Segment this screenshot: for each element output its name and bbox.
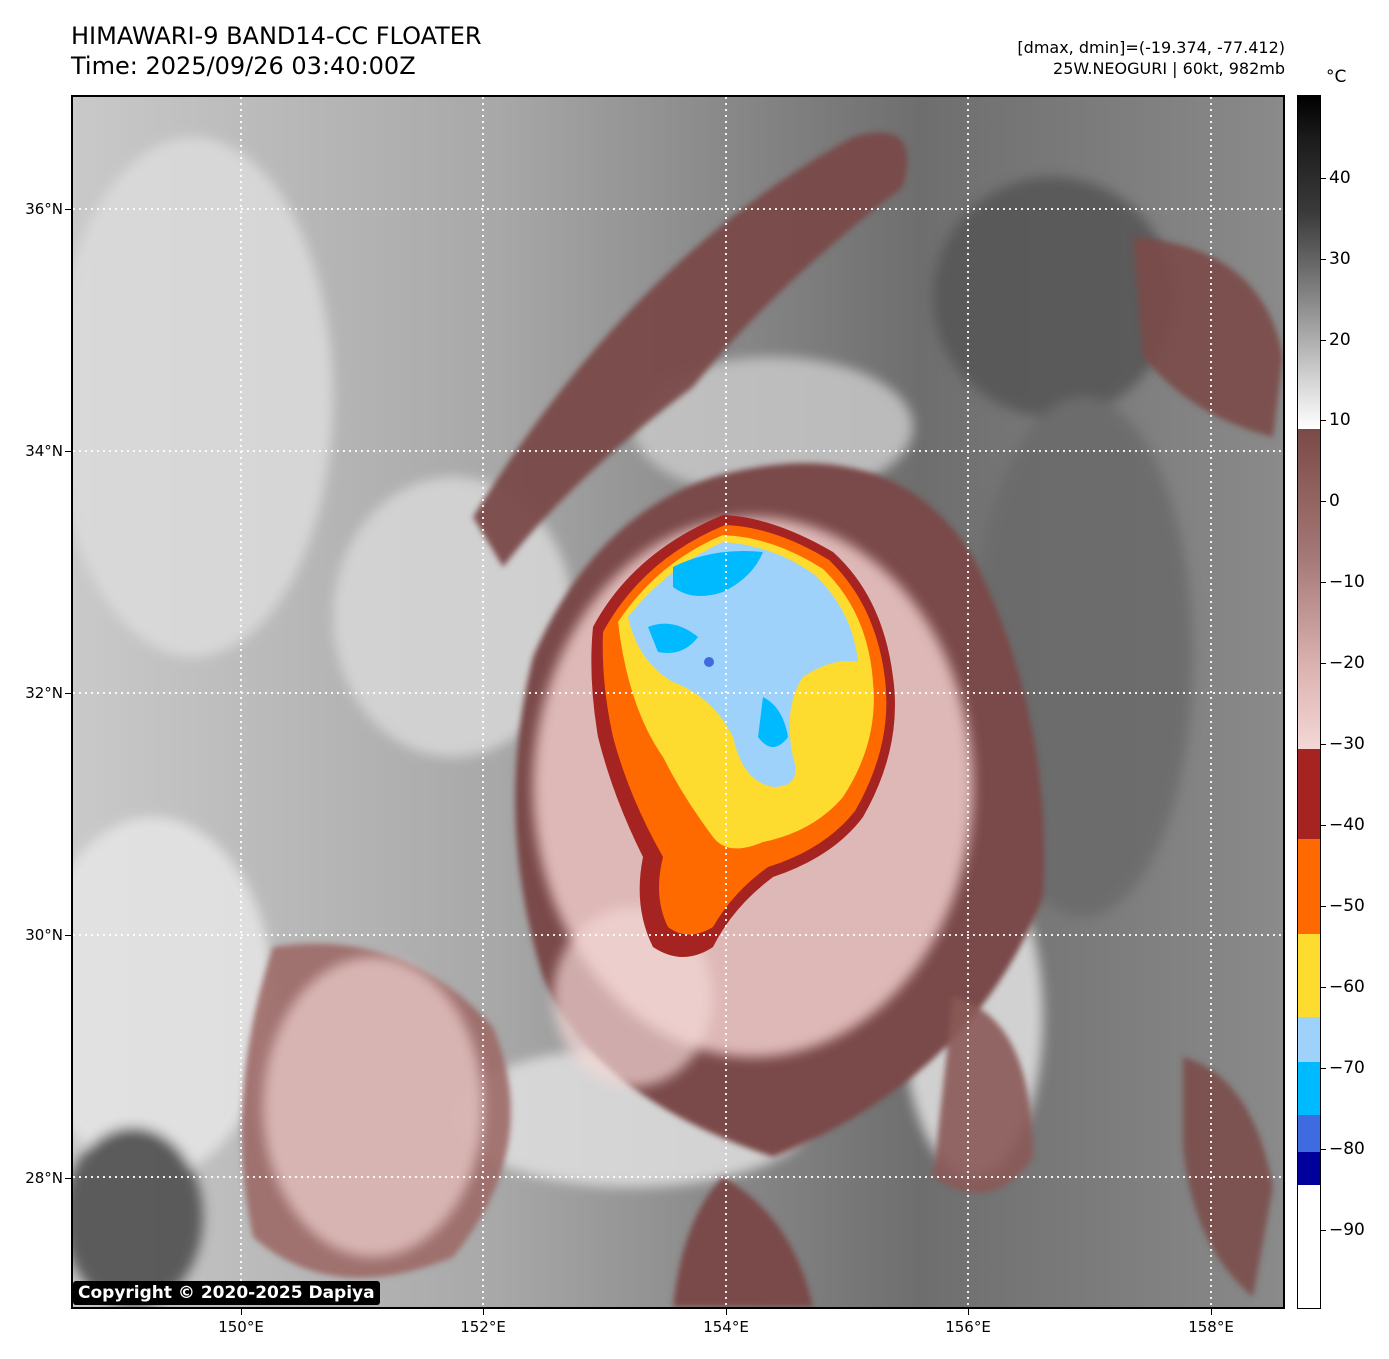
colorbar-tick-label: 10 [1329, 410, 1351, 430]
colorbar-dark-red-segment [1298, 749, 1320, 839]
lon-label-150e: 150°E [218, 1318, 264, 1336]
colorbar-tick-label: −20 [1329, 653, 1365, 673]
colorbar-tick [1321, 825, 1326, 826]
lat-tick [65, 1178, 71, 1179]
colorbar-tick [1321, 178, 1326, 179]
colorbar [1297, 95, 1321, 1309]
storm-info-label: 25W.NEOGURI | 60kt, 982mb [1053, 59, 1285, 78]
lat-label-32n: 32°N [25, 684, 63, 702]
colorbar-tick [1321, 582, 1326, 583]
colorbar-tick-label: 40 [1329, 168, 1351, 188]
lat-tick [65, 451, 71, 452]
lat-label-34n: 34°N [25, 442, 63, 460]
lon-tick [241, 1309, 242, 1315]
colorbar-grayscale-segment [1298, 96, 1320, 429]
lat-tick [65, 693, 71, 694]
satellite-image [73, 97, 1283, 1307]
colorbar-tick-label: −30 [1329, 734, 1365, 754]
colorbar-tick-label: −10 [1329, 572, 1365, 592]
lat-tick [65, 935, 71, 936]
colorbar-tick-label: −40 [1329, 815, 1365, 835]
lon-label-152e: 152°E [460, 1318, 506, 1336]
colorbar-cyan-segment [1298, 1062, 1320, 1115]
colorbar-tick-label: −80 [1329, 1139, 1365, 1159]
dmax-dmin-label: [dmax, dmin]=(-19.374, -77.412) [1017, 38, 1285, 57]
colorbar-tick-label: 0 [1329, 491, 1340, 511]
lat-label-28n: 28°N [25, 1169, 63, 1187]
colorbar-light-blue-segment [1298, 1017, 1320, 1062]
colorbar-tick [1321, 420, 1326, 421]
colorbar-tick [1321, 340, 1326, 341]
colorbar-white-segment [1298, 1185, 1320, 1308]
colorbar-tick [1321, 259, 1326, 260]
lon-tick [726, 1309, 727, 1315]
colorbar-tick [1321, 501, 1326, 502]
colorbar-tick [1321, 663, 1326, 664]
lon-label-156e: 156°E [945, 1318, 991, 1336]
lon-tick [1211, 1309, 1212, 1315]
lon-label-158e: 158°E [1188, 1318, 1234, 1336]
lon-label-154e: 154°E [703, 1318, 749, 1336]
map-title: HIMAWARI-9 BAND14-CC FLOATER [71, 22, 482, 50]
lat-tick [65, 209, 71, 210]
colorbar-unit: °C [1326, 67, 1347, 87]
lat-label-36n: 36°N [25, 200, 63, 218]
colorbar-tick-label: −50 [1329, 896, 1365, 916]
lon-tick [968, 1309, 969, 1315]
colorbar-brown-pink-segment [1298, 429, 1320, 749]
colorbar-tick-label: 20 [1329, 330, 1351, 350]
colorbar-yellow-segment [1298, 934, 1320, 1017]
colorbar-tick [1321, 906, 1326, 907]
colorbar-tick [1321, 744, 1326, 745]
colorbar-tick [1321, 1068, 1326, 1069]
colorbar-tick-label: −60 [1329, 977, 1365, 997]
colorbar-tick-label: −90 [1329, 1220, 1365, 1240]
colorbar-orange-segment [1298, 839, 1320, 934]
copyright-badge: Copyright © 2020-2025 Dapiya [73, 1281, 380, 1305]
map-time: Time: 2025/09/26 03:40:00Z [71, 52, 416, 80]
colorbar-tick [1321, 987, 1326, 988]
colorbar-royal-blue-segment [1298, 1115, 1320, 1152]
colorbar-tick [1321, 1230, 1326, 1231]
colorbar-tick-label: 30 [1329, 249, 1351, 269]
colorbar-navy-segment [1298, 1152, 1320, 1185]
colorbar-tick-label: −70 [1329, 1058, 1365, 1078]
colorbar-tick [1321, 1149, 1326, 1150]
satellite-map [71, 95, 1285, 1309]
lat-label-30n: 30°N [25, 926, 63, 944]
lon-tick [483, 1309, 484, 1315]
